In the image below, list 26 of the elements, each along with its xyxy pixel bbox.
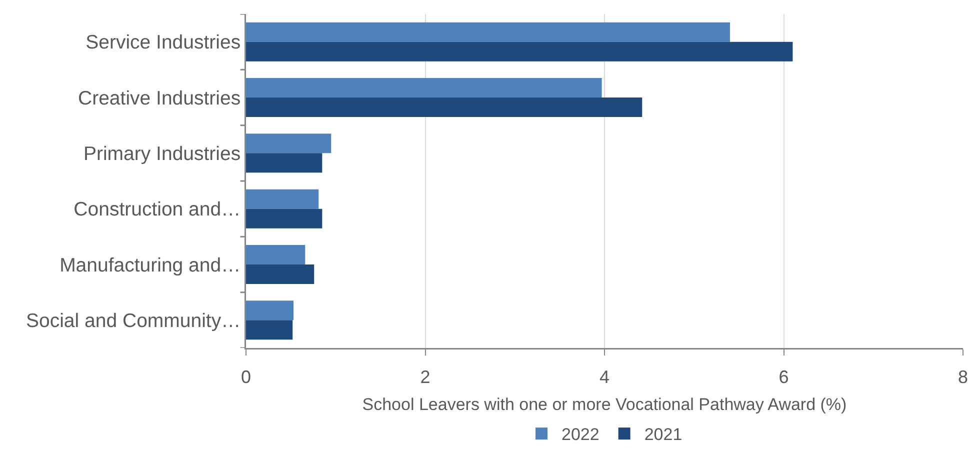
- x-tick-label: 2: [420, 367, 430, 388]
- x-tick-label: 8: [958, 367, 968, 388]
- bar: [246, 189, 319, 209]
- bar: [246, 300, 294, 320]
- x-tick-label: 6: [778, 367, 789, 388]
- bar: [246, 78, 602, 98]
- bar: [246, 245, 306, 264]
- y-tick-label: Primary Industries: [83, 142, 241, 165]
- x-axis-title: School Leavers with one or more Vocational Pathway Award (%): [362, 395, 847, 414]
- y-tick-label: Social and Community…: [26, 310, 241, 332]
- y-tick-label: Manufacturing and…: [60, 254, 241, 276]
- bar: [246, 153, 322, 173]
- bar: [246, 98, 642, 117]
- legend-label: 2022: [562, 425, 600, 444]
- x-tick-label: 4: [599, 367, 610, 388]
- x-tick-label: 0: [240, 367, 252, 388]
- bar: [246, 264, 314, 284]
- bar: [246, 208, 322, 228]
- bar: [246, 134, 332, 154]
- bar: [246, 320, 293, 340]
- y-tick-label: Creative Industries: [78, 87, 241, 110]
- bar: [246, 22, 730, 42]
- y-tick-label: Construction and…: [74, 198, 241, 221]
- bar: [246, 42, 793, 62]
- y-tick-label: Service Industries: [86, 32, 241, 54]
- legend-label: 2021: [644, 425, 682, 444]
